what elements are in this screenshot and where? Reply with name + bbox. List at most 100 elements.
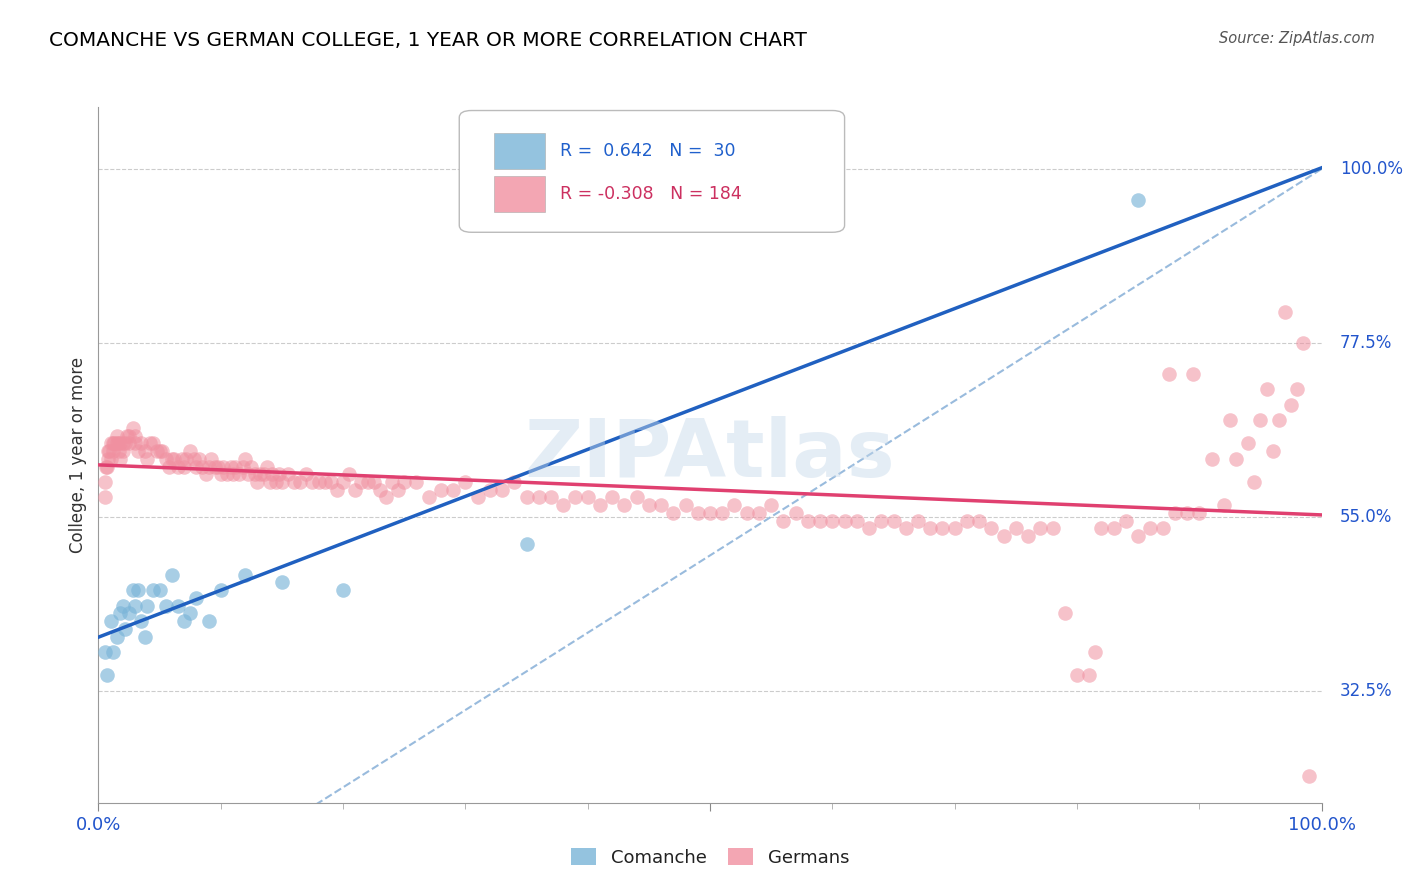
Point	[236, 467, 259, 482]
Point	[711, 506, 734, 520]
Point	[262, 467, 284, 482]
Point	[1053, 607, 1076, 621]
Point	[127, 583, 149, 598]
Text: R = -0.308   N = 184: R = -0.308 N = 184	[560, 185, 741, 203]
Point	[392, 475, 416, 489]
Point	[96, 459, 118, 474]
Point	[576, 491, 599, 505]
Point	[129, 436, 152, 450]
Point	[723, 498, 745, 512]
Point	[136, 599, 159, 613]
Point	[1066, 668, 1088, 682]
Point	[105, 630, 128, 644]
Bar	[494, 133, 546, 169]
Point	[101, 444, 124, 458]
Point	[228, 467, 250, 482]
Point	[243, 467, 266, 482]
Point	[173, 459, 195, 474]
Point	[980, 521, 1002, 535]
Point	[637, 498, 661, 512]
Point	[993, 529, 1015, 543]
Point	[111, 436, 134, 450]
Point	[110, 436, 132, 450]
Point	[105, 428, 128, 442]
Point	[1201, 451, 1223, 466]
Point	[204, 459, 226, 474]
Point	[149, 444, 172, 458]
Point	[134, 630, 156, 644]
Text: R =  0.642   N =  30: R = 0.642 N = 30	[560, 142, 735, 160]
Point	[252, 467, 274, 482]
Point	[94, 459, 117, 474]
Point	[97, 444, 120, 458]
Point	[98, 444, 121, 458]
Point	[295, 467, 318, 482]
Point	[600, 491, 623, 505]
Point	[430, 483, 453, 497]
Point	[650, 498, 672, 512]
Point	[209, 583, 232, 598]
Point	[1164, 506, 1187, 520]
Point	[1090, 521, 1112, 535]
Point	[121, 583, 143, 598]
Point	[118, 436, 141, 450]
Point	[834, 514, 856, 528]
Point	[967, 514, 990, 528]
Point	[1152, 521, 1174, 535]
Point	[179, 607, 201, 621]
Point	[374, 491, 396, 505]
Point	[381, 475, 404, 489]
Point	[269, 467, 291, 482]
Point	[1102, 521, 1125, 535]
Point	[160, 567, 183, 582]
Point	[283, 475, 305, 489]
Point	[845, 514, 868, 528]
Point	[160, 451, 183, 466]
Point	[1115, 514, 1137, 528]
Point	[748, 506, 770, 520]
Point	[314, 475, 336, 489]
Point	[1188, 506, 1211, 520]
Point	[96, 668, 118, 682]
Point	[142, 436, 165, 450]
Point	[256, 459, 278, 474]
Point	[1274, 305, 1296, 319]
Point	[1261, 444, 1284, 458]
Point	[1212, 498, 1234, 512]
Point	[163, 451, 186, 466]
Point	[146, 444, 169, 458]
Point	[149, 583, 172, 598]
Point	[186, 459, 208, 474]
Point	[1279, 398, 1302, 412]
Point	[1292, 335, 1315, 350]
Point	[1139, 521, 1161, 535]
Point	[626, 491, 648, 505]
Point	[114, 436, 136, 450]
Point	[173, 614, 195, 628]
Point	[97, 451, 120, 466]
Point	[1029, 521, 1052, 535]
Point	[1078, 668, 1101, 682]
Point	[943, 521, 966, 535]
Point	[100, 451, 122, 466]
Point	[332, 475, 354, 489]
Point	[224, 459, 246, 474]
Point	[1182, 367, 1205, 381]
Point	[894, 521, 917, 535]
Point	[186, 591, 208, 605]
Point	[111, 599, 134, 613]
Point	[100, 436, 122, 450]
Point	[150, 444, 173, 458]
Point	[100, 614, 122, 628]
Point	[233, 451, 256, 466]
Point	[259, 475, 281, 489]
Point	[118, 607, 141, 621]
Point	[240, 459, 263, 474]
Point	[870, 514, 893, 528]
Point	[121, 421, 143, 435]
Point	[170, 451, 193, 466]
Point	[1243, 475, 1265, 489]
Point	[387, 483, 409, 497]
Point	[101, 645, 124, 659]
Point	[735, 506, 758, 520]
